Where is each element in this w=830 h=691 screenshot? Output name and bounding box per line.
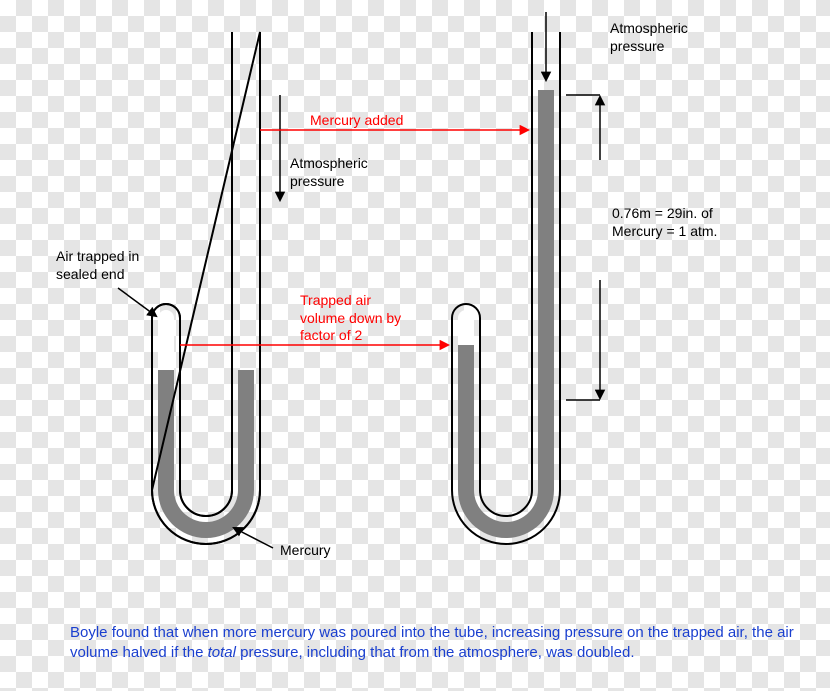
air-trapped-label: Air trapped in sealed end: [56, 248, 139, 283]
mercury-height-label: 0.76m = 29in. of Mercury = 1 atm.: [612, 205, 717, 240]
caption-em: total: [208, 644, 236, 661]
left-mercury: [158, 370, 254, 538]
mercury-label: Mercury: [280, 542, 331, 560]
left-sealed-air: [158, 310, 174, 370]
left-tube: [152, 32, 260, 544]
caption: Boyle found that when more mercury was p…: [70, 623, 800, 664]
right-sealed-air: [458, 310, 474, 345]
caption-post: pressure, including that from the atmosp…: [236, 644, 635, 661]
mercury-added-label: Mercury added: [310, 112, 403, 130]
right-tube: [452, 32, 560, 544]
mercury-pointer: [234, 528, 273, 548]
atm-pressure-top-label: Atmospheric pressure: [610, 20, 688, 55]
diagram-svg: [0, 0, 830, 691]
air-trapped-pointer: [118, 288, 156, 316]
atm-pressure-left-label: Atmospheric pressure: [290, 155, 368, 190]
trapped-air-vol-label: Trapped air volume down by factor of 2: [300, 292, 401, 345]
